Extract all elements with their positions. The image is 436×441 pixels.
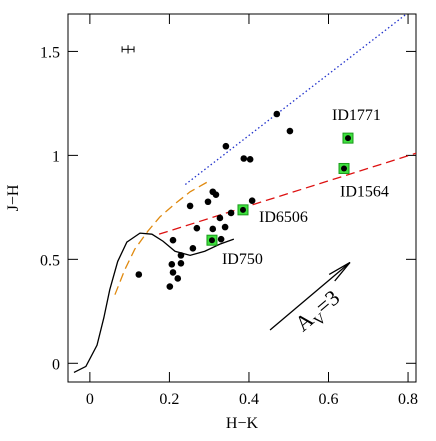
star-point (248, 197, 256, 205)
curve-solid (73, 232, 235, 374)
x-tick-label: 0.6 (319, 391, 339, 408)
point-label: ID750 (222, 251, 263, 268)
star-point (177, 259, 185, 267)
y-tick-label: 0.5 (40, 252, 60, 269)
star-point (222, 142, 230, 150)
point-label: ID1564 (340, 183, 389, 200)
star-point (177, 252, 185, 259)
star-point (186, 202, 194, 210)
star-point (169, 269, 177, 276)
x-tick-label: 0 (86, 391, 94, 408)
star-point (286, 127, 294, 135)
point-label: ID6506 (259, 209, 308, 226)
x-tick-label: 0.4 (239, 391, 259, 408)
star-point (209, 225, 217, 233)
curve-dashed (158, 152, 416, 235)
x-tick-label: 0.8 (398, 391, 418, 408)
star-point (168, 261, 176, 268)
highlight-point (208, 237, 215, 244)
star-point (217, 235, 225, 243)
highlight-point (341, 165, 348, 172)
highlight-point (239, 206, 246, 213)
arrow-head (328, 261, 351, 282)
star-point (174, 275, 182, 282)
x-axis-label: H−K (226, 415, 259, 432)
star-point (227, 209, 235, 217)
y-tick-label: 1 (52, 148, 60, 165)
star-point (212, 191, 220, 198)
y-tick-label: 1.5 (40, 44, 60, 61)
star-point (216, 214, 224, 222)
star-point (193, 224, 201, 232)
star-point (204, 198, 212, 206)
point-label: ID1771 (332, 107, 381, 124)
plot-area (73, 14, 416, 374)
star-point (240, 155, 248, 162)
extinction-arrow (269, 261, 351, 331)
curve-dotted (184, 14, 407, 186)
star-point (273, 110, 281, 118)
star-point (246, 156, 254, 163)
star-point (169, 236, 177, 244)
x-tick-label: 0.2 (159, 391, 179, 408)
highlight-point (344, 135, 351, 142)
arrow-label: AV=3 (290, 285, 348, 340)
star-point (135, 271, 143, 278)
y-tick-label: 0 (52, 356, 60, 373)
star-point (166, 283, 174, 290)
curve-dashed (114, 179, 211, 295)
y-axis-label: J−H (5, 184, 22, 211)
star-point (221, 223, 229, 231)
plot-frame (67, 13, 417, 383)
star-point (189, 245, 197, 252)
